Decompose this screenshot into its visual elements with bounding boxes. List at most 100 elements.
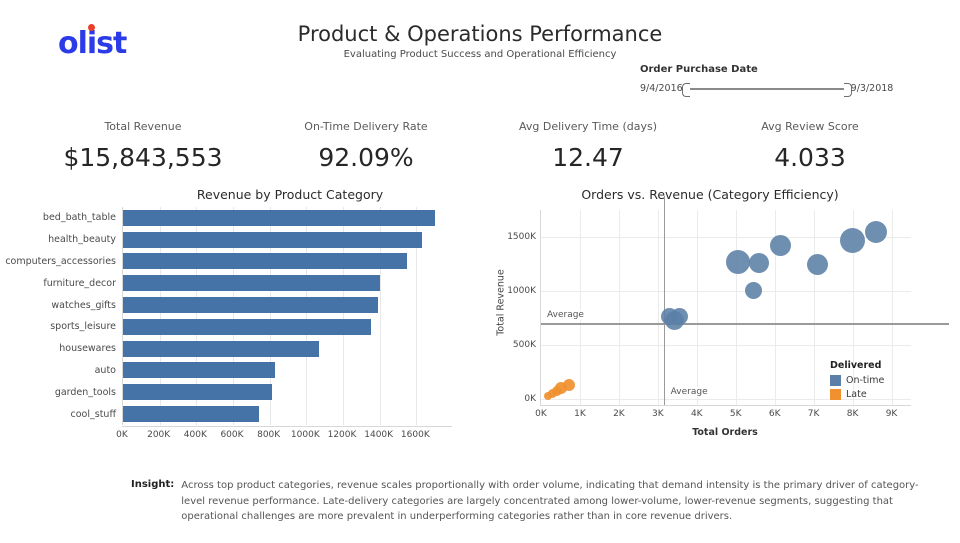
bar-row[interactable] bbox=[123, 251, 453, 273]
bar-row[interactable] bbox=[123, 338, 453, 360]
scatter-bubble[interactable] bbox=[807, 254, 829, 276]
bar[interactable] bbox=[123, 231, 422, 248]
revenue-by-category-chart: bed_bath_table health_beauty computers_acc… bbox=[0, 207, 470, 457]
bar-x-tick-label: 1000K bbox=[290, 430, 320, 440]
bar[interactable] bbox=[123, 209, 435, 226]
bar-x-tick-label: 1200K bbox=[327, 430, 357, 440]
scatter-bubble[interactable] bbox=[770, 235, 792, 257]
bar-row[interactable] bbox=[123, 403, 453, 425]
reference-line-label: Average bbox=[668, 387, 710, 397]
scatter-plot-area: 0K 500K 1000K 1500K 0K 1K 2K 3K 4K 5K 6K 7K 8K 9K Aver… bbox=[507, 196, 949, 419]
bar-category-label[interactable]: bed_bath_table bbox=[42, 212, 116, 224]
kpi-value: $15,843,553 bbox=[63, 143, 223, 172]
scatter-x-tick-label: 7K bbox=[807, 409, 820, 419]
scatter-bubble[interactable] bbox=[840, 227, 866, 253]
bar[interactable] bbox=[123, 297, 378, 314]
bar-x-tick-label: 0K bbox=[116, 430, 128, 440]
scatter-gridline-v bbox=[618, 210, 620, 405]
scatter-bubble[interactable] bbox=[725, 249, 750, 274]
date-range-slider[interactable]: 9/4/2016 9/3/2018 bbox=[640, 82, 894, 97]
bar-x-tick-label: 1600K bbox=[400, 430, 430, 440]
bar-gridline bbox=[379, 207, 381, 425]
scatter-gridline-v bbox=[657, 210, 659, 405]
bar-gridline bbox=[196, 207, 198, 425]
page-title: Product & Operations Performance bbox=[297, 22, 663, 46]
bar-row[interactable] bbox=[123, 294, 453, 316]
bar-row[interactable] bbox=[123, 360, 453, 382]
legend-item-late[interactable]: Late bbox=[830, 389, 884, 400]
date-range-start-label: 9/4/2016 bbox=[640, 83, 683, 94]
bar-x-tick-label: 800K bbox=[257, 430, 281, 440]
bar-row[interactable] bbox=[123, 316, 453, 338]
slider-handle-end[interactable] bbox=[843, 82, 852, 97]
slider-handle-start[interactable] bbox=[681, 82, 690, 97]
scatter-x-tick-label: 9K bbox=[885, 409, 898, 419]
bar[interactable] bbox=[123, 253, 408, 270]
bar-x-tick-label: 400K bbox=[183, 430, 207, 440]
bar-category-label[interactable]: housewares bbox=[59, 343, 116, 355]
kpi-value: 12.47 bbox=[552, 143, 624, 172]
scatter-gridline-v bbox=[891, 210, 893, 405]
slider-track[interactable] bbox=[681, 82, 852, 97]
scatter-bubble[interactable] bbox=[671, 308, 689, 326]
scatter-bubble[interactable] bbox=[864, 220, 887, 243]
scatter-y-tick-label: 1000K bbox=[507, 285, 536, 296]
kpi-total-revenue: Total Revenue $15,843,553 bbox=[48, 120, 238, 172]
bar-plot-area bbox=[122, 207, 453, 425]
reference-line-horizontal bbox=[541, 323, 949, 325]
bar-category-label[interactable]: garden_tools bbox=[54, 386, 116, 398]
scatter-y-tick-label: 500K bbox=[512, 339, 536, 350]
date-filter-label: Order Purchase Date bbox=[640, 64, 758, 75]
legend-item-ontime[interactable]: On-time bbox=[830, 375, 884, 386]
scatter-gridline-h bbox=[541, 236, 911, 238]
bar-category-label[interactable]: computers_accessories bbox=[5, 255, 116, 267]
legend-swatch-late bbox=[830, 389, 841, 400]
scatter-bubble[interactable] bbox=[749, 252, 770, 273]
legend-swatch-ontime bbox=[830, 375, 841, 386]
bar-x-tick-label: 1400K bbox=[364, 430, 394, 440]
scatter-gridline-v bbox=[813, 210, 815, 405]
bar-category-label[interactable]: health_beauty bbox=[48, 234, 116, 246]
scatter-bubble[interactable] bbox=[744, 282, 762, 300]
kpi-value: 4.033 bbox=[774, 143, 846, 172]
kpi-avg-review-score: Avg Review Score 4.033 bbox=[714, 120, 906, 172]
scatter-bubble[interactable] bbox=[563, 379, 576, 392]
bar-category-labels: bed_bath_table health_beauty computers_acc… bbox=[0, 207, 120, 425]
kpi-label: Total Revenue bbox=[104, 120, 182, 133]
insight-text: Across top product categories, revenue s… bbox=[181, 480, 919, 522]
bar[interactable] bbox=[123, 318, 371, 335]
legend-label-ontime: On-time bbox=[846, 375, 885, 386]
bar[interactable] bbox=[123, 406, 259, 423]
bar-category-label[interactable]: sports_leisure bbox=[50, 321, 116, 333]
bar-row[interactable] bbox=[123, 207, 453, 229]
kpi-value: 92.09% bbox=[318, 143, 414, 172]
bar-gridline bbox=[159, 207, 161, 425]
bar-category-label[interactable]: cool_stuff bbox=[70, 408, 116, 420]
scatter-gridline-v bbox=[774, 210, 776, 405]
bar-row[interactable] bbox=[123, 229, 453, 251]
scatter-gridline-v bbox=[579, 210, 581, 405]
reference-line-vertical bbox=[663, 196, 666, 405]
bar-category-label[interactable]: auto bbox=[94, 364, 116, 376]
bar[interactable] bbox=[123, 384, 272, 401]
bar[interactable] bbox=[123, 362, 276, 379]
scatter-y-axis-label: Total Revenue bbox=[495, 269, 507, 336]
bar-row[interactable] bbox=[123, 272, 453, 294]
bar[interactable] bbox=[123, 275, 380, 292]
scatter-gridline-h bbox=[541, 290, 911, 292]
bar-row[interactable] bbox=[123, 381, 453, 403]
bar[interactable] bbox=[123, 340, 320, 357]
bar-x-tick-label: 600K bbox=[220, 430, 244, 440]
reference-line-label: Average bbox=[545, 310, 586, 321]
bar-gridline bbox=[233, 207, 234, 425]
scatter-bubble[interactable] bbox=[544, 392, 552, 401]
scatter-x-axis-label: Total Orders bbox=[692, 427, 758, 438]
scatter-x-tick-label: 6K bbox=[768, 409, 781, 419]
bar-category-label[interactable]: watches_gifts bbox=[51, 299, 116, 311]
bar-category-label[interactable]: furniture_decor bbox=[43, 277, 116, 289]
date-range-end-label: 9/3/2018 bbox=[850, 83, 894, 94]
scatter-legend: Delivered On-time Late bbox=[830, 360, 884, 403]
olist-logo: olist bbox=[58, 24, 127, 61]
scatter-gridline-v bbox=[696, 210, 698, 405]
order-purchase-date-filter[interactable]: Order Purchase Date 9/4/2016 9/3/2018 bbox=[640, 64, 894, 97]
